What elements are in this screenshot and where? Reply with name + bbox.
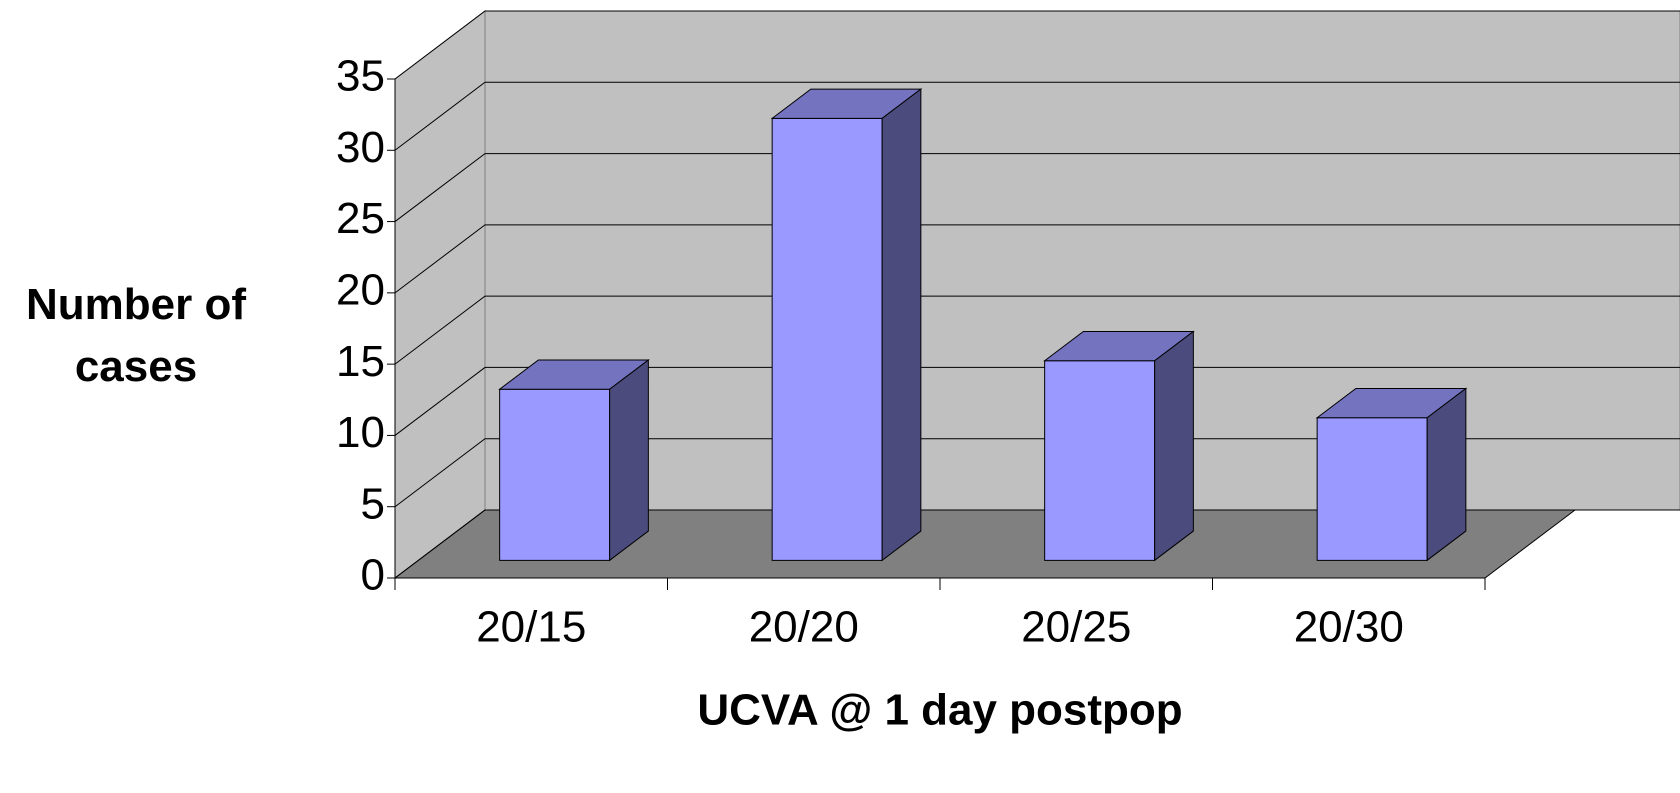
x-tick-label: 20/25 bbox=[1021, 603, 1131, 652]
bar bbox=[1315, 387, 1468, 562]
bar bbox=[1043, 330, 1195, 562]
grid-line bbox=[394, 153, 1680, 222]
grid-line bbox=[394, 366, 1680, 436]
grid-line bbox=[394, 81, 1680, 151]
bar-side bbox=[609, 358, 649, 562]
bar bbox=[770, 88, 923, 562]
y-tick-label: 20 bbox=[336, 265, 385, 314]
grid-line bbox=[394, 10, 1680, 80]
grid-line bbox=[394, 224, 1680, 294]
grid-line bbox=[394, 509, 1680, 579]
y-tick-label: 35 bbox=[336, 52, 385, 101]
y-tick-label: 10 bbox=[336, 408, 385, 457]
bar-front bbox=[771, 117, 883, 561]
bar-side bbox=[881, 88, 922, 562]
x-axis-label: UCVA @ 1 day postpop bbox=[697, 686, 1182, 735]
bar-front bbox=[1044, 360, 1156, 561]
x-tick-label: 20/30 bbox=[1294, 603, 1404, 652]
x-tick-label: 20/15 bbox=[476, 603, 586, 652]
y-axis-label: Number of cases bbox=[26, 280, 246, 391]
y-tick-label: 0 bbox=[361, 551, 385, 600]
y-tick-label: 15 bbox=[336, 337, 385, 386]
side-wall bbox=[394, 9, 486, 580]
bar-front bbox=[499, 388, 611, 561]
bar-front bbox=[1316, 417, 1428, 561]
y-tick-label: 30 bbox=[336, 123, 385, 172]
bar-side bbox=[1154, 330, 1194, 562]
bar bbox=[498, 358, 650, 562]
x-tick-label: 20/20 bbox=[749, 603, 859, 652]
y-tick-label: 25 bbox=[336, 194, 385, 243]
grid-line bbox=[394, 295, 1680, 365]
y-tick-label: 5 bbox=[361, 479, 385, 528]
bar-side bbox=[1426, 387, 1467, 562]
grid-line bbox=[394, 438, 1680, 508]
